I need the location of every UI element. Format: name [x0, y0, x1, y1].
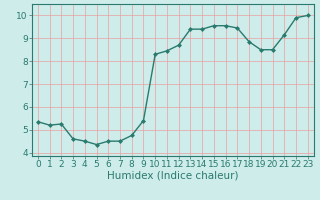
- X-axis label: Humidex (Indice chaleur): Humidex (Indice chaleur): [107, 171, 238, 181]
